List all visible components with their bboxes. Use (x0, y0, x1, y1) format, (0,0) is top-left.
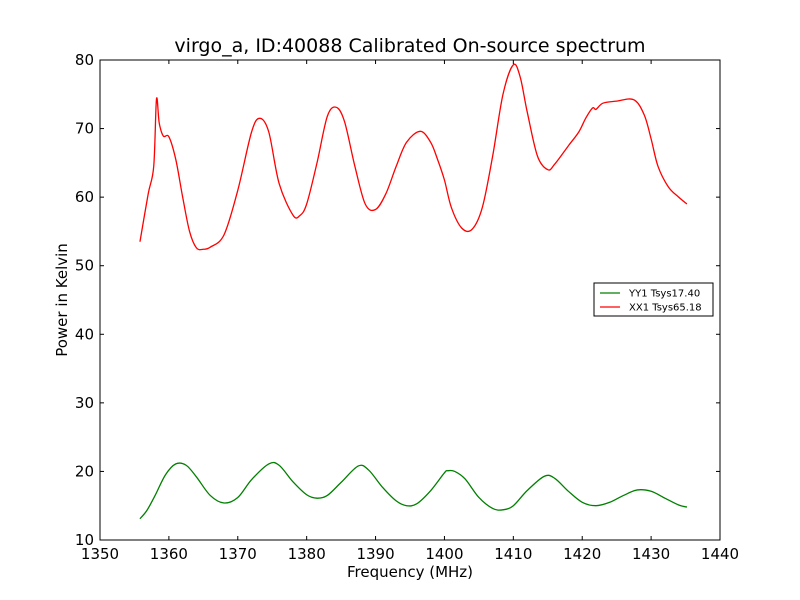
x-tick-label-8: 1430 (632, 545, 670, 563)
chart-title: virgo_a, ID:40088 Calibrated On-source s… (174, 35, 645, 57)
legend-box (593, 282, 714, 317)
y-tick-label-1: 20 (75, 462, 94, 480)
x-tick-label-7: 1420 (563, 545, 601, 563)
legend-label-0: YY1 Tsys17.40 (628, 289, 700, 300)
legend-label-1: XX1 Tsys65.18 (629, 303, 702, 314)
x-tick-label-2: 1370 (219, 545, 257, 563)
series-line-0 (139, 461, 688, 520)
y-tick-label-3: 40 (75, 325, 94, 343)
x-tick-label-9: 1440 (701, 545, 739, 563)
y-tick-label-4: 50 (75, 257, 94, 275)
x-tick-label-4: 1390 (356, 545, 394, 563)
x-axis-label: Frequency (MHz) (347, 563, 473, 581)
plot-frame (99, 59, 721, 541)
y-tick-label-7: 80 (75, 51, 94, 69)
y-tick-label-5: 60 (75, 188, 94, 206)
x-tick-label-5: 1400 (425, 545, 463, 563)
plot-layer: 1350 1360 1370 1380 1390 1400 1410 1420 1430 1440… (75, 51, 739, 563)
y-tick-label-2: 30 (75, 394, 94, 412)
x-tick-label-3: 1380 (288, 545, 326, 563)
x-tick-label-1: 1360 (150, 545, 188, 563)
x-tick-label-0: 1350 (81, 545, 119, 563)
y-tick-label-6: 70 (75, 120, 94, 138)
x-tick-label-6: 1410 (494, 545, 532, 563)
y-tick-label-0: 10 (75, 531, 94, 549)
y-axis-label: Power in Kelvin (53, 243, 71, 357)
series-line-1 (139, 63, 688, 251)
